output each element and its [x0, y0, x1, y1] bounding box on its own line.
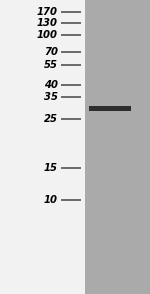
Text: 100: 100 [37, 30, 58, 40]
Text: 40: 40 [44, 80, 58, 90]
Text: 35: 35 [44, 92, 58, 102]
Text: 10: 10 [44, 195, 58, 205]
Text: 25: 25 [44, 114, 58, 124]
Text: 130: 130 [37, 18, 58, 28]
Text: 170: 170 [37, 7, 58, 17]
Bar [89, 106, 130, 111]
Text: 70: 70 [44, 47, 58, 57]
Bar [0, 0, 85, 294]
Text: 15: 15 [44, 163, 58, 173]
Text: 55: 55 [44, 60, 58, 70]
Bar [85, 0, 150, 294]
